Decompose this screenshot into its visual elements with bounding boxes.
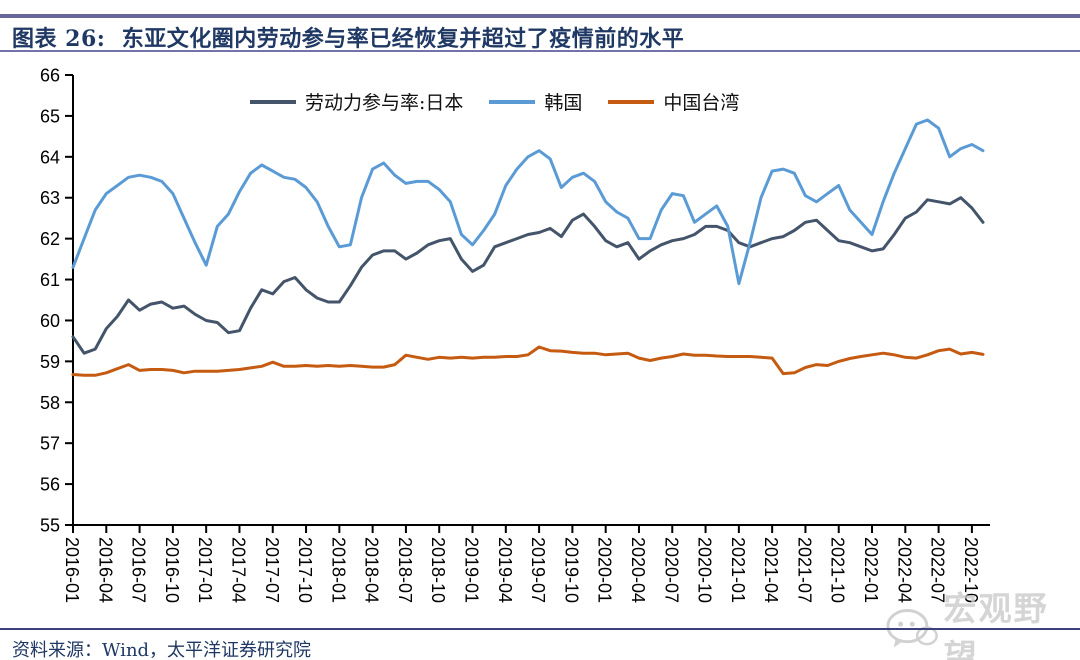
x-axis: 2016-01 2016-04 2016-07 2016-10 2017-01 2017-… <box>62 524 990 603</box>
x-axis-tick-label: 2021-07 <box>794 537 814 603</box>
series-line-0 <box>71 196 985 355</box>
x-axis-tick-label: 2017-04 <box>228 537 248 603</box>
x-axis-tick-label: 2016-07 <box>129 537 149 603</box>
x-axis-tick-label: 2019-10 <box>561 537 581 603</box>
y-axis-tick-label: 57 <box>40 434 60 454</box>
chart-title: 图表 26: 东亚文化圈内劳动参与率已经恢复并超过了疫情前的水平 <box>12 26 685 52</box>
x-axis-tick-label: 2020-04 <box>628 537 648 603</box>
y-axis-tick-label: 58 <box>40 393 60 413</box>
x-axis-tick-label: 2022-04 <box>894 537 914 603</box>
legend-line-swatch-korea <box>489 99 536 104</box>
x-axis-tick-label: 2018-01 <box>328 537 348 603</box>
x-axis-tick-label: 2021-10 <box>828 537 848 603</box>
x-axis-tick-label: 2019-07 <box>528 537 548 603</box>
chart-legend: 劳动力参与率:日本 韩国 中国台湾 <box>250 88 739 115</box>
series-line-2 <box>71 345 985 377</box>
legend-line-swatch-japan <box>250 99 296 104</box>
legend-label-korea: 韩国 <box>544 92 583 114</box>
x-axis-tick-label: 2021-04 <box>761 537 781 603</box>
series-line-1 <box>71 118 985 286</box>
x-axis-tick-label: 2020-10 <box>695 537 715 603</box>
wechat-icon <box>886 609 938 648</box>
x-axis-tick-label: 2017-10 <box>295 537 315 603</box>
legend-label-japan: 劳动力参与率:日本 <box>305 92 464 114</box>
y-axis-tick-label: 66 <box>40 66 60 86</box>
legend-item-taiwan: 中国台湾 <box>608 88 739 115</box>
x-axis-tick-label: 2016-04 <box>95 537 115 603</box>
x-axis-tick-label: 2020-07 <box>661 537 681 603</box>
y-axis-tick-label: 62 <box>40 229 60 249</box>
watermark: 宏观野望 <box>884 582 1080 660</box>
y-axis-tick-label: 65 <box>40 106 60 126</box>
x-axis-tick-label: 2018-10 <box>428 537 448 603</box>
title-underline <box>0 50 1080 52</box>
y-axis-tick-label: 63 <box>40 188 60 208</box>
top-divider <box>0 14 1080 18</box>
y-axis-tick-label: 64 <box>40 147 60 167</box>
x-axis-tick-label: 2016-10 <box>162 537 182 603</box>
y-axis-tick-label: 56 <box>40 475 60 495</box>
legend-item-korea: 韩国 <box>489 88 582 115</box>
x-axis-tick-label: 2021-01 <box>728 537 748 603</box>
x-axis-tick-label: 2019-01 <box>462 537 482 603</box>
x-axis-tick-label: 2018-04 <box>362 537 382 603</box>
legend-item-japan: 劳动力参与率:日本 <box>250 88 463 115</box>
x-axis-tick-label: 2016-01 <box>62 537 82 603</box>
data-source-note: 资料来源：Wind，太平洋证券研究院 <box>12 640 312 660</box>
x-axis-tick-label: 2017-07 <box>262 537 282 603</box>
y-axis-tick-label: 61 <box>40 270 60 290</box>
x-axis-tick-label: 2019-04 <box>495 537 515 603</box>
legend-line-swatch-taiwan <box>608 99 655 104</box>
watermark-text: 宏观野望 <box>943 589 1049 660</box>
bottom-divider <box>0 628 1080 630</box>
x-axis-tick-label: 2022-10 <box>961 537 981 603</box>
y-axis: 55 56 57 58 59 60 61 62 63 64 65 66 <box>40 66 74 536</box>
y-axis-tick-label: 59 <box>40 352 60 372</box>
x-axis-tick-label: 2017-01 <box>195 537 215 603</box>
x-axis-tick-label: 2020-01 <box>595 537 615 603</box>
x-axis-tick-label: 2022-07 <box>928 537 948 603</box>
y-axis-tick-label: 60 <box>40 311 60 331</box>
x-axis-tick-label: 2022-01 <box>861 537 881 603</box>
y-axis-tick-label: 55 <box>40 516 60 536</box>
legend-label-taiwan: 中国台湾 <box>663 92 740 114</box>
x-axis-tick-label: 2018-07 <box>395 537 415 603</box>
